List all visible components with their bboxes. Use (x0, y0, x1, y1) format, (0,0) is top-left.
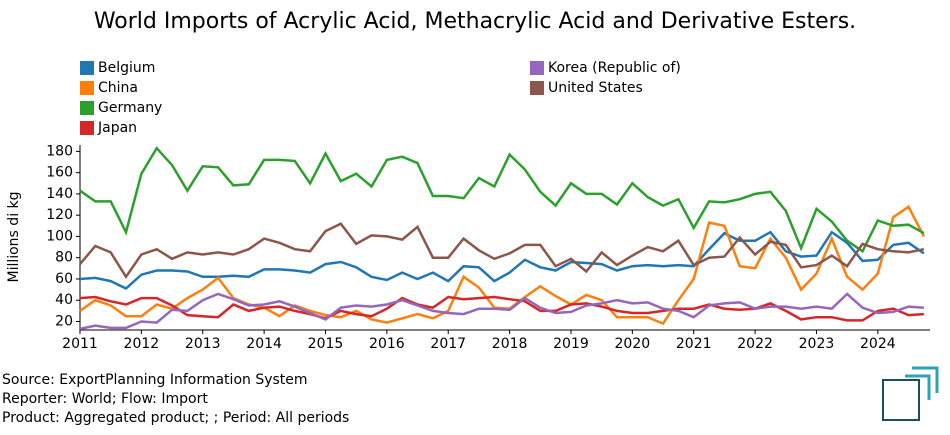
line-series (79, 292, 924, 331)
line-series (79, 230, 925, 290)
logo (882, 366, 939, 421)
y-tick-label: 180 (46, 143, 73, 159)
y-tick-label: 120 (46, 207, 73, 223)
footer-text: Reporter: World; Flow: Import (2, 391, 208, 407)
y-tick-label: 80 (55, 250, 73, 266)
y-tick-label: 20 (55, 313, 73, 329)
x-tick-label: 2018 (492, 336, 528, 352)
legend-swatch (80, 81, 94, 95)
y-axis-label: Millions di kg (6, 191, 22, 282)
x-tick-label: 2024 (860, 336, 896, 352)
legend-label: Korea (Republic of) (548, 60, 681, 76)
x-tick-label: 2020 (615, 336, 651, 352)
x-tick-label: 2011 (62, 336, 98, 352)
y-tick-label: 140 (46, 186, 73, 202)
legend-swatch (80, 61, 94, 75)
legend-swatch (80, 121, 94, 135)
x-tick-label: 2014 (246, 336, 282, 352)
legend-label: Germany (98, 100, 162, 116)
x-tick-label: 2015 (308, 336, 344, 352)
footer-text: Source: ExportPlanning Information Syste… (2, 372, 308, 388)
line-series (79, 295, 924, 322)
legend-swatch (530, 61, 544, 75)
line-series (79, 146, 925, 254)
x-tick-label: 2016 (369, 336, 405, 352)
y-tick-label: 160 (46, 165, 73, 181)
x-tick-label: 2017 (430, 336, 466, 352)
y-tick-label: 40 (55, 292, 73, 308)
legend-label: China (98, 80, 138, 96)
chart-title: World Imports of Acrylic Acid, Methacryl… (94, 9, 856, 34)
x-tick-label: 2022 (737, 336, 773, 352)
x-tick-label: 2021 (676, 336, 712, 352)
x-tick-label: 2023 (799, 336, 835, 352)
legend-label: Belgium (98, 60, 155, 76)
line-series (79, 222, 925, 280)
y-tick-label: 60 (55, 271, 73, 287)
legend-swatch (530, 81, 544, 95)
x-tick-label: 2012 (124, 336, 160, 352)
x-tick-label: 2013 (185, 336, 221, 352)
line-series (79, 204, 926, 326)
legend-label: United States (548, 80, 643, 96)
x-tick-label: 2019 (553, 336, 589, 352)
footer-text: Product: Aggregated product; ; Period: A… (2, 410, 349, 426)
y-tick-label: 100 (46, 228, 73, 244)
legend-swatch (80, 101, 94, 115)
legend-label: Japan (97, 120, 137, 136)
